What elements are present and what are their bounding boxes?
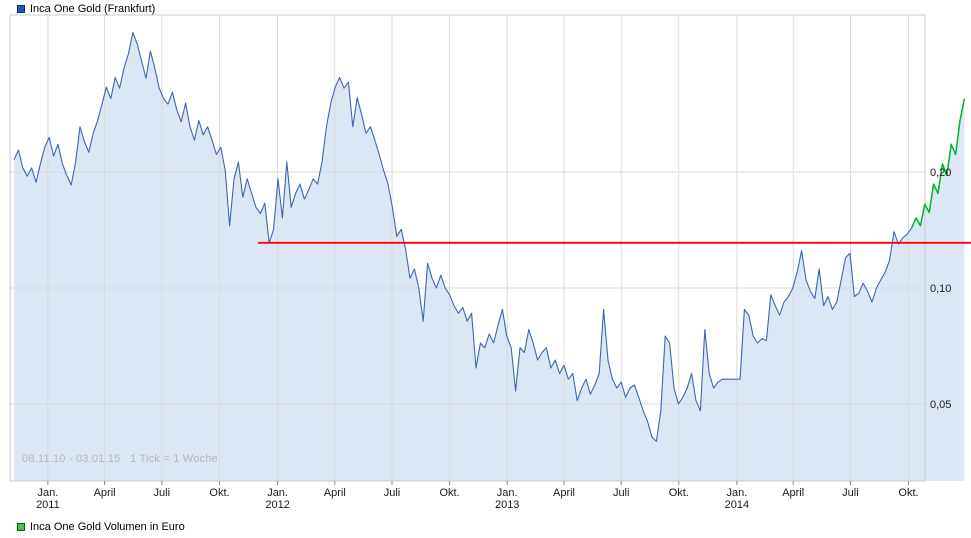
price-series-swatch-icon <box>17 5 25 13</box>
chart-watermark: 08.11.10 - 03.01.15 1 Tick = 1 Woche <box>22 453 218 465</box>
x-tick-label: Juli <box>154 487 171 499</box>
plot-border <box>9 14 926 482</box>
price-series-label: Inca One Gold (Frankfurt) <box>30 3 156 15</box>
x-tick-label: April <box>553 487 575 499</box>
y-axis-labels: 0,20 0,10 0,05 <box>930 167 951 411</box>
x-tick-year-label: 2011 <box>36 499 60 511</box>
x-tick-label: Okt. <box>209 487 229 499</box>
x-tick-label: Juli <box>842 487 859 499</box>
x-tick-year-label: 2013 <box>495 499 519 511</box>
volume-series-label: Inca One Gold Volumen in Euro <box>30 521 185 533</box>
x-tick-label: Jan. <box>267 487 288 499</box>
recent-price-line <box>910 98 966 229</box>
x-tick-label: Okt. <box>669 487 689 499</box>
x-tick-label: Juli <box>613 487 630 499</box>
x-tick-label: Jan. <box>497 487 518 499</box>
series-legend-volume: Inca One Gold Volumen in Euro <box>17 521 185 533</box>
x-tick-label: April <box>94 487 116 499</box>
price-area-fill <box>14 32 965 481</box>
x-tick-label: April <box>782 487 804 499</box>
y-tick-label: 0,20 <box>930 167 951 179</box>
x-tick-label: Jan. <box>38 487 59 499</box>
x-tick-label: Okt. <box>440 487 460 499</box>
series-legend-price: Inca One Gold (Frankfurt) <box>17 3 155 15</box>
y-tick-label: 0,05 <box>930 399 951 411</box>
x-tick-label: Juli <box>384 487 401 499</box>
y-tick-label: 0,10 <box>930 283 951 295</box>
grid-lines <box>10 15 925 481</box>
price-line <box>13 32 913 442</box>
volume-series-swatch-icon <box>17 523 25 531</box>
x-tick-year-label: 2012 <box>265 499 289 511</box>
x-tick-label: Okt. <box>898 487 918 499</box>
x-tick-label: Jan. <box>727 487 748 499</box>
x-tick-year-label: 2014 <box>725 499 749 511</box>
x-tick-label: April <box>324 487 346 499</box>
